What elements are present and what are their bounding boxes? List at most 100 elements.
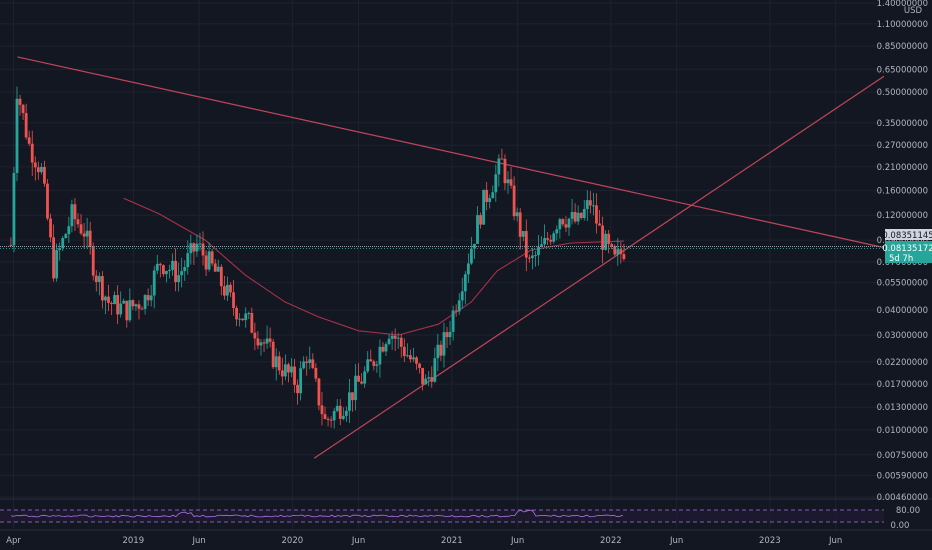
y-tick-label: 0.12000000	[877, 211, 928, 221]
candle-body	[357, 375, 360, 382]
candle-body	[622, 254, 626, 259]
candle	[466, 253, 470, 284]
candle	[366, 351, 370, 374]
candle-body	[363, 371, 367, 384]
candle-body	[610, 244, 614, 247]
x-tick-label: Apr	[6, 536, 21, 546]
candle-body	[500, 158, 504, 160]
candle	[531, 247, 534, 270]
candle	[247, 311, 251, 320]
candle-body	[49, 218, 52, 238]
candle-body	[52, 237, 55, 279]
candle	[482, 189, 486, 225]
y-tick-label: 0.03000000	[877, 331, 928, 341]
candle	[76, 213, 80, 228]
candle-body	[457, 300, 461, 312]
candle	[561, 218, 565, 227]
candle-body	[299, 368, 303, 394]
candle	[198, 232, 202, 251]
candle-body	[189, 243, 193, 254]
candle	[399, 334, 403, 358]
candle-body	[268, 338, 272, 342]
price-tag: 0.08135172	[882, 244, 932, 254]
candle-body	[549, 239, 553, 242]
candle	[372, 359, 376, 371]
candle	[122, 298, 126, 305]
candle-body	[445, 332, 449, 338]
candle-body	[543, 238, 547, 245]
candle-body	[158, 263, 162, 266]
candle-body	[27, 137, 31, 144]
candle	[387, 334, 391, 346]
candle-body	[116, 295, 120, 315]
candle	[207, 242, 211, 272]
candle-body	[168, 269, 171, 271]
candle	[290, 358, 293, 378]
candle-body	[421, 367, 425, 385]
candle-body	[555, 229, 559, 234]
candle	[497, 154, 501, 187]
candle-body	[604, 233, 607, 250]
candle	[598, 209, 601, 226]
candle	[573, 203, 577, 224]
y-tick-label: 0.27000000	[877, 141, 928, 151]
candle-body	[82, 233, 86, 237]
candle-body	[222, 286, 226, 296]
candle-body	[152, 270, 156, 296]
candle-body	[561, 219, 565, 225]
candle-body	[143, 295, 147, 309]
x-tick-label: Jun	[669, 536, 683, 546]
candle	[158, 262, 162, 278]
candle	[488, 194, 492, 209]
candle	[585, 190, 589, 222]
candle-body	[119, 303, 123, 315]
candle	[405, 343, 409, 358]
candle-body	[122, 300, 126, 304]
candle	[302, 356, 306, 370]
time-axis[interactable]: Apr 2019 Jun 2020 Jun 2021 Jun 2022 Jun 2023 Jun	[6, 536, 842, 546]
candle-body	[314, 367, 318, 379]
candle-body	[213, 263, 217, 272]
candle	[396, 332, 400, 349]
candle	[500, 148, 504, 160]
candle	[369, 349, 373, 362]
candle-body	[259, 342, 263, 346]
candle	[131, 299, 135, 311]
candle-body	[372, 361, 376, 366]
candle	[424, 374, 428, 385]
rsi-upper-label: 80.00	[896, 506, 920, 516]
candle	[168, 264, 171, 279]
candle-body	[165, 270, 168, 275]
candle-body	[97, 276, 101, 283]
candle	[607, 229, 611, 254]
x-tick-label: 2022	[600, 536, 622, 546]
candle	[161, 264, 165, 277]
candle-body	[305, 361, 309, 363]
candle-body	[341, 415, 345, 419]
candle-body	[326, 418, 330, 420]
candle	[155, 254, 159, 275]
y-tick-label: 0.50000000	[877, 88, 928, 98]
candle	[149, 285, 153, 307]
x-tick-label: Jun	[191, 536, 205, 546]
candle-body	[573, 212, 577, 222]
rsi-pane: 80.00 0.00	[0, 506, 920, 531]
candle	[24, 103, 28, 140]
candle-body	[405, 355, 409, 357]
candle	[409, 349, 412, 363]
candle	[119, 291, 123, 318]
candle	[226, 276, 229, 302]
candle	[116, 285, 120, 325]
candle-body	[290, 366, 293, 373]
x-tick-label: 2021	[441, 536, 463, 546]
candle-body	[287, 364, 290, 373]
x-tick-label: 2020	[282, 536, 304, 546]
candle	[521, 231, 525, 242]
price-axis[interactable]: USD 1.40000000 1.10000000 0.85000000 0.6500…	[877, 0, 928, 503]
candle-body	[323, 414, 327, 419]
candle-body	[137, 304, 141, 309]
candle-body	[253, 332, 257, 339]
y-tick-label: 0.21000000	[877, 163, 928, 173]
candle-body	[64, 234, 68, 239]
